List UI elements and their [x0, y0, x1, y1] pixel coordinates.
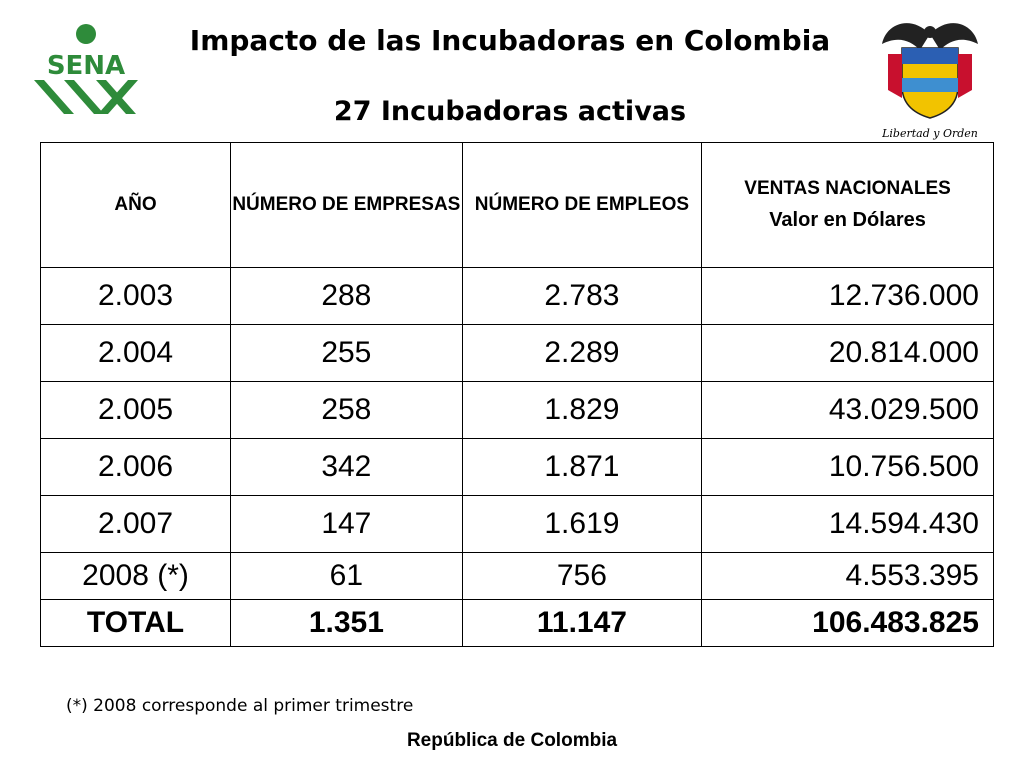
page-subtitle: 27 Incubadoras activas — [333, 96, 687, 127]
svg-text:SENA: SENA — [47, 51, 125, 81]
cell-sales: 4.553.395 — [701, 552, 994, 600]
cell-year: 2.007 — [39, 495, 232, 553]
coat-of-arms-caption: Libertad y Orden — [882, 127, 978, 140]
cell-companies: 342 — [230, 438, 463, 496]
cell-jobs: 11.147 — [461, 599, 703, 647]
header-sales-unit: Valor en Dólares — [769, 209, 926, 232]
table-row: 2.003 288 2.783 12.736.000 — [39, 267, 994, 325]
cell-jobs: 756 — [461, 552, 703, 600]
incubadoras-table: AÑO NÚMERO DE EMPRESAS NÚMERO DE EMPLEOS… — [39, 142, 994, 647]
cell-year: 2.004 — [39, 324, 232, 382]
cell-sales: 12.736.000 — [701, 267, 994, 325]
header-sales: VENTAS NACIONALES Valor en Dólares — [701, 142, 994, 268]
cell-year: 2008 (*) — [39, 552, 232, 600]
sena-logo: SENA — [24, 22, 148, 118]
colombia-coat-of-arms: Libertad y Orden — [880, 14, 980, 140]
table-row: 2.007 147 1.619 14.594.430 — [39, 495, 994, 553]
header-year: AÑO — [39, 142, 232, 268]
cell-sales: 14.594.430 — [701, 495, 994, 553]
cell-jobs: 2.783 — [461, 267, 703, 325]
table-row: 2.005 258 1.829 43.029.500 — [39, 381, 994, 439]
cell-companies: 147 — [230, 495, 463, 553]
cell-companies: 1.351 — [230, 599, 463, 647]
cell-year: TOTAL — [39, 599, 232, 647]
footer: República de Colombia — [406, 730, 618, 751]
header-companies: NÚMERO DE EMPRESAS — [230, 142, 463, 268]
cell-companies: 61 — [230, 552, 463, 600]
cell-jobs: 1.871 — [461, 438, 703, 496]
cell-sales: 10.756.500 — [701, 438, 994, 496]
table-row: 2.006 342 1.871 10.756.500 — [39, 438, 994, 496]
cell-sales: 43.029.500 — [701, 381, 994, 439]
cell-companies: 288 — [230, 267, 463, 325]
cell-jobs: 2.289 — [461, 324, 703, 382]
table-row: 2.004 255 2.289 20.814.000 — [39, 324, 994, 382]
table-row: 2008 (*) 61 756 4.553.395 — [39, 552, 994, 600]
cell-companies: 258 — [230, 381, 463, 439]
cell-year: 2.006 — [39, 438, 232, 496]
cell-sales: 106.483.825 — [701, 599, 994, 647]
cell-companies: 255 — [230, 324, 463, 382]
cell-jobs: 1.619 — [461, 495, 703, 553]
header-jobs: NÚMERO DE EMPLEOS — [461, 142, 703, 268]
cell-sales: 20.814.000 — [701, 324, 994, 382]
header-sales-label: VENTAS NACIONALES — [744, 177, 951, 199]
cell-year: 2.005 — [39, 381, 232, 439]
cell-year: 2.003 — [39, 267, 232, 325]
footnote: (*) 2008 corresponde al primer trimestre — [66, 696, 414, 716]
table-row: TOTAL 1.351 11.147 106.483.825 — [39, 599, 994, 647]
page-title: Impacto de las Incubadoras en Colombia — [189, 24, 831, 57]
cell-jobs: 1.829 — [461, 381, 703, 439]
